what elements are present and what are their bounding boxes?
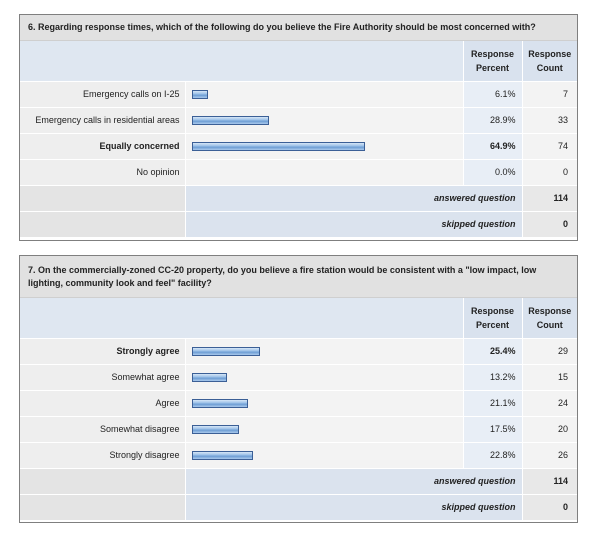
- table-header: Response Percent Response Count: [20, 41, 577, 82]
- table-header: Response Percent Response Count: [20, 298, 577, 339]
- response-count-header: Response Count: [521, 298, 577, 339]
- answer-label: Strongly disagree: [20, 442, 185, 469]
- response-bar: [191, 372, 227, 382]
- response-percent: 6.1%: [462, 81, 522, 108]
- skipped-label: skipped question: [184, 211, 522, 238]
- response-percent: 64.9%: [462, 133, 522, 160]
- table-row: Emergency calls on I-25 6.1% 7: [20, 81, 577, 108]
- table-row: Equally concerned 64.9% 74: [20, 133, 577, 160]
- response-count-header: Response Count: [521, 41, 577, 82]
- answer-label: Emergency calls on I-25: [20, 81, 185, 108]
- response-count: 7: [521, 81, 577, 108]
- skipped-label: skipped question: [184, 494, 522, 521]
- answer-label: Emergency calls in residential areas: [20, 107, 185, 134]
- response-percent-header: Response Percent: [462, 298, 522, 339]
- skipped-value: 0: [521, 494, 577, 521]
- bar-cell: [184, 390, 463, 417]
- response-bar: [191, 346, 260, 356]
- response-percent-header: Response Percent: [462, 41, 522, 82]
- response-bar: [191, 424, 239, 434]
- answer-label: Agree: [20, 390, 185, 417]
- summary-blank: [20, 468, 185, 495]
- response-percent: 21.1%: [462, 390, 522, 417]
- response-count: 24: [521, 390, 577, 417]
- skipped-row: skipped question 0: [20, 494, 577, 521]
- answered-label: answered question: [184, 185, 522, 212]
- summary-blank: [20, 211, 185, 238]
- question-title: 6. Regarding response times, which of th…: [20, 15, 577, 41]
- response-percent: 17.5%: [462, 416, 522, 443]
- bar-cell: [184, 338, 463, 365]
- answer-label: Strongly agree: [20, 338, 185, 365]
- bar-cell: [184, 133, 463, 160]
- bar-cell: [184, 442, 463, 469]
- answer-label: Somewhat agree: [20, 364, 185, 391]
- response-count: 74: [521, 133, 577, 160]
- summary-blank: [20, 494, 185, 521]
- response-percent: 25.4%: [462, 338, 522, 365]
- bar-cell: [184, 81, 463, 108]
- table-row: Emergency calls in residential areas 28.…: [20, 107, 577, 134]
- response-bar: [191, 141, 365, 151]
- response-count: 15: [521, 364, 577, 391]
- response-bar: [191, 115, 269, 125]
- response-percent: 28.9%: [462, 107, 522, 134]
- header-blank: [20, 298, 463, 339]
- answer-label: No opinion: [20, 159, 185, 186]
- answered-row: answered question 114: [20, 185, 577, 212]
- answer-label: Equally concerned: [20, 133, 185, 160]
- response-percent: 22.8%: [462, 442, 522, 469]
- bar-cell: [184, 159, 463, 186]
- response-count: 33: [521, 107, 577, 134]
- response-table: Response Percent Response Count Strongly…: [20, 298, 577, 521]
- response-count: 0: [521, 159, 577, 186]
- response-bar: [191, 89, 208, 99]
- response-count: 20: [521, 416, 577, 443]
- answered-value: 114: [521, 185, 577, 212]
- response-bar: [191, 398, 248, 408]
- table-row: No opinion 0.0% 0: [20, 159, 577, 186]
- bar-cell: [184, 364, 463, 391]
- table-row: Agree 21.1% 24: [20, 390, 577, 417]
- answered-row: answered question 114: [20, 468, 577, 495]
- table-row: Somewhat agree 13.2% 15: [20, 364, 577, 391]
- table-row: Strongly agree 25.4% 29: [20, 338, 577, 365]
- question-6-panel: 6. Regarding response times, which of th…: [19, 14, 578, 241]
- bar-cell: [184, 416, 463, 443]
- table-row: Somewhat disagree 17.5% 20: [20, 416, 577, 443]
- question-7-panel: 7. On the commercially-zoned CC-20 prope…: [19, 255, 578, 523]
- response-table: Response Percent Response Count Emergenc…: [20, 41, 577, 238]
- skipped-row: skipped question 0: [20, 211, 577, 238]
- bar-cell: [184, 107, 463, 134]
- summary-blank: [20, 185, 185, 212]
- answer-label: Somewhat disagree: [20, 416, 185, 443]
- answered-label: answered question: [184, 468, 522, 495]
- header-blank: [20, 41, 463, 82]
- answered-value: 114: [521, 468, 577, 495]
- skipped-value: 0: [521, 211, 577, 238]
- response-bar: [191, 450, 253, 460]
- question-title: 7. On the commercially-zoned CC-20 prope…: [20, 256, 577, 298]
- response-percent: 0.0%: [462, 159, 522, 186]
- response-count: 26: [521, 442, 577, 469]
- response-count: 29: [521, 338, 577, 365]
- table-row: Strongly disagree 22.8% 26: [20, 442, 577, 469]
- response-percent: 13.2%: [462, 364, 522, 391]
